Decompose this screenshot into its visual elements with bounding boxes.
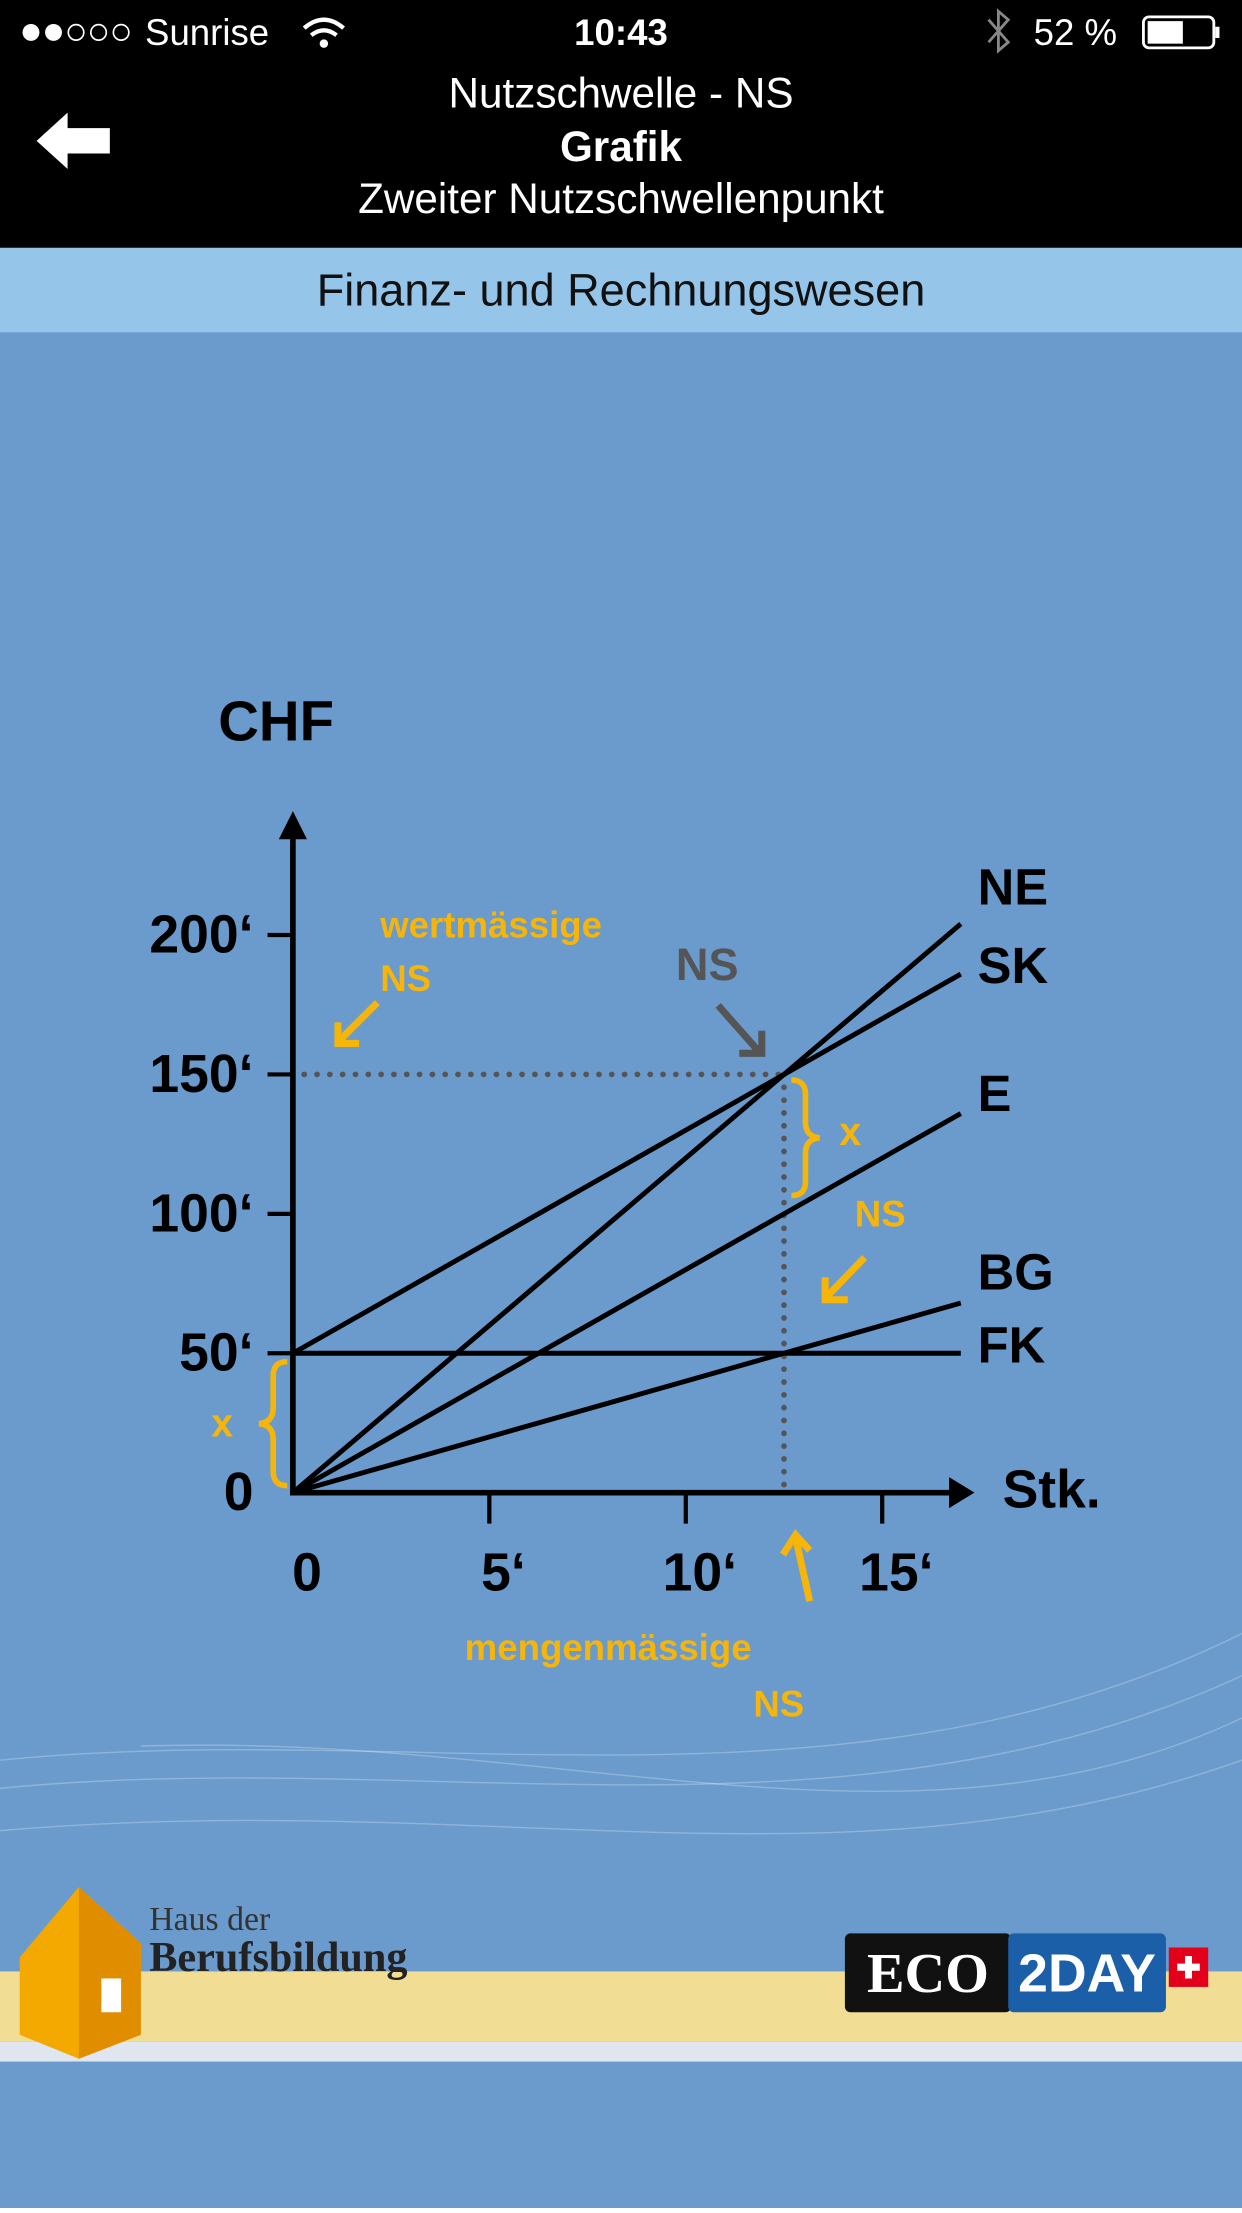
annotation-arrow bbox=[715, 1003, 766, 1057]
logo-text: Berufsbildung bbox=[149, 1934, 407, 1981]
brace bbox=[791, 1077, 820, 1199]
x-tick-label: 5‘ bbox=[481, 1543, 526, 1602]
back-button[interactable] bbox=[36, 112, 110, 169]
series-line bbox=[291, 1111, 963, 1495]
annotation: x bbox=[211, 1402, 233, 1446]
series-label: SK bbox=[978, 937, 1049, 994]
day-box bbox=[1008, 1933, 1166, 2013]
brace bbox=[258, 1358, 288, 1489]
x-axis-label: Stk. bbox=[1003, 1460, 1101, 1519]
annotation-arrow bbox=[334, 1000, 380, 1047]
house-window bbox=[101, 1978, 122, 2013]
annotation: mengenmässige bbox=[465, 1627, 752, 1668]
x-tick-label: 0 bbox=[292, 1543, 322, 1602]
y-tick-label: 150‘ bbox=[149, 1045, 253, 1104]
series-label: E bbox=[978, 1065, 1012, 1122]
y-tick-label: 50‘ bbox=[179, 1324, 253, 1383]
nav-subtitle: Grafik bbox=[560, 123, 683, 170]
chart: CHF Stk. wertmässige NS NS x NS x mengen… bbox=[149, 689, 1100, 1724]
x-tick-label: 10‘ bbox=[663, 1543, 737, 1602]
section-bar bbox=[0, 247, 1242, 333]
nav-caption: Zweiter Nutzschwellenpunkt bbox=[358, 175, 884, 222]
annotation: NS bbox=[753, 1683, 804, 1724]
battery-fill bbox=[1147, 21, 1183, 44]
house-side bbox=[78, 1886, 141, 2059]
y-tick-label: 200‘ bbox=[149, 906, 253, 965]
top-bar bbox=[0, 0, 1242, 248]
x-axis-arrow bbox=[949, 1477, 975, 1509]
section-title: Finanz- und Rechnungswesen bbox=[317, 265, 926, 316]
annotation: x bbox=[839, 1110, 861, 1154]
annotation: NS bbox=[676, 939, 739, 990]
swiss-cross bbox=[1177, 1955, 1200, 1979]
series-label: BG bbox=[978, 1244, 1054, 1301]
nav-title: Nutzschwelle - NS bbox=[448, 69, 793, 116]
logo-text: 2DAY bbox=[1018, 1945, 1156, 2004]
battery-level: 52 % bbox=[1034, 12, 1117, 53]
bluetooth-icon bbox=[987, 8, 1011, 54]
series-label: NE bbox=[978, 859, 1048, 916]
wifi-icon bbox=[302, 17, 345, 37]
battery-icon bbox=[1142, 15, 1216, 50]
wifi-dot bbox=[319, 39, 329, 48]
y-axis-arrow bbox=[278, 811, 307, 840]
logo-text: Haus der bbox=[149, 1901, 270, 1938]
clock: 10:43 bbox=[574, 12, 668, 53]
carrier: Sunrise bbox=[145, 12, 269, 53]
y-axis-label: CHF bbox=[218, 689, 334, 752]
annotation-arrow bbox=[821, 1255, 868, 1304]
annotation: NS bbox=[855, 1193, 906, 1234]
y-tick-label: 100‘ bbox=[149, 1184, 253, 1243]
annotation-arrow bbox=[779, 1529, 814, 1602]
signal bbox=[22, 23, 130, 41]
x-tick-label: 15‘ bbox=[859, 1543, 933, 1602]
series-line bbox=[291, 971, 963, 1356]
y-tick-label: 0 bbox=[224, 1463, 254, 1522]
series-line bbox=[292, 1300, 962, 1496]
battery-tip bbox=[1215, 26, 1220, 39]
annotation: wertmässige bbox=[379, 905, 602, 946]
waves bbox=[0, 1632, 1242, 1835]
series-label: FK bbox=[978, 1316, 1046, 1373]
series-line bbox=[291, 921, 963, 1495]
eco-box bbox=[844, 1933, 1012, 2013]
logo-band-light bbox=[0, 2041, 1242, 2062]
logo-text: ECO bbox=[867, 1943, 989, 2005]
annotation: NS bbox=[380, 958, 431, 999]
